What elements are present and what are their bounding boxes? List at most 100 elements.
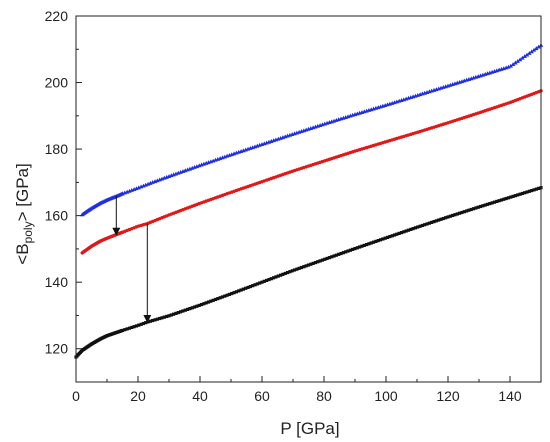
data-point-black-square [165, 314, 169, 319]
data-point-black-square [255, 282, 259, 286]
data-point-black-square [404, 229, 408, 233]
data-point-black-square [304, 264, 308, 268]
y-axis-label: <Bpoly> [GPa] [13, 163, 35, 264]
data-point-black-square [195, 304, 199, 308]
data-point-black-square [311, 261, 315, 265]
data-point-black-square [348, 248, 352, 252]
data-point-black-square [513, 194, 518, 198]
data-point-black-square [402, 230, 406, 234]
data-point-black-square [334, 253, 338, 257]
data-point-black-square [325, 256, 329, 261]
y-axis-label-suffix: > [GPa] [13, 163, 32, 221]
data-point-blue-triangle [508, 63, 513, 68]
data-point-black-square [383, 236, 387, 240]
data-point-black-square [190, 306, 194, 310]
data-point-black-square [483, 203, 487, 207]
data-point-black-square [411, 227, 415, 231]
data-point-black-square [455, 212, 459, 216]
x-tick-label: 20 [130, 388, 146, 404]
data-point-black-square [320, 258, 325, 262]
data-point-black-square [418, 224, 422, 228]
x-tick-label: 0 [72, 388, 80, 404]
data-point-black-square [434, 219, 438, 223]
data-point-black-square [381, 237, 385, 241]
data-point-black-square [478, 204, 483, 209]
data-point-black-square [327, 256, 332, 260]
data-point-black-square [437, 218, 441, 222]
data-point-black-square [534, 187, 538, 191]
data-point-black-square [181, 309, 185, 313]
data-point-black-square [504, 196, 508, 201]
data-point-blue-triangle [506, 64, 511, 69]
data-point-black-square [367, 242, 371, 246]
data-point-black-square [376, 238, 380, 243]
data-point-black-square [172, 312, 176, 316]
data-point-black-square [262, 279, 266, 283]
data-point-black-square [174, 311, 178, 315]
data-point-black-square [216, 297, 220, 301]
data-point-black-square [362, 243, 366, 247]
data-point-black-square [532, 188, 536, 192]
data-point-black-square [506, 196, 511, 200]
data-point-black-square [276, 274, 280, 278]
data-point-blue-triangle [513, 60, 518, 65]
data-point-black-square [309, 262, 313, 266]
data-point-blue-triangle [510, 62, 516, 67]
data-point-black-square [206, 300, 211, 304]
data-point-black-square [481, 204, 485, 208]
data-point-black-square [520, 191, 524, 196]
data-point-black-square [299, 265, 304, 270]
data-point-black-square [306, 263, 311, 267]
data-point-black-square [302, 265, 306, 269]
plot-area [74, 42, 544, 359]
data-point-black-square [183, 308, 187, 312]
data-point-black-square [395, 232, 399, 236]
data-point-black-square [397, 231, 401, 236]
data-point-black-square [130, 325, 134, 330]
x-tick-label: 140 [498, 388, 522, 404]
data-point-black-square [230, 291, 234, 296]
data-point-black-square [239, 288, 243, 292]
x-axis-label: P [GPa] [280, 419, 339, 438]
data-point-blue-triangle [534, 46, 539, 51]
data-point-black-square [283, 271, 287, 276]
data-point-black-square [339, 251, 343, 256]
data-point-black-square [186, 307, 190, 311]
data-point-black-square [141, 321, 146, 326]
data-point-black-square [369, 241, 373, 245]
data-point-black-square [523, 191, 527, 195]
data-point-black-square [204, 301, 208, 305]
data-point-black-square [374, 239, 378, 243]
data-point-black-square [430, 220, 434, 224]
data-point-black-square [167, 314, 171, 318]
x-tick-label: 120 [436, 388, 460, 404]
y-tick-label: 120 [45, 341, 69, 357]
data-point-black-square [297, 266, 301, 270]
data-point-black-square [372, 240, 376, 244]
data-point-blue-triangle [529, 49, 534, 54]
data-point-black-square [525, 190, 529, 194]
data-point-black-square [451, 213, 455, 218]
data-point-black-square [155, 317, 159, 321]
data-point-black-square [499, 198, 504, 202]
y-tick-label: 160 [45, 208, 69, 224]
data-point-black-square [279, 273, 283, 277]
data-point-black-square [162, 315, 166, 319]
data-point-black-square [244, 286, 248, 290]
y-axis-label-prefix: <B [13, 243, 32, 264]
data-point-black-square [158, 316, 162, 321]
series-black [74, 186, 543, 359]
data-point-black-square [355, 246, 359, 250]
axes: 0 20 40 60 80 100 120 140 120 140 160 180 200 220 [45, 8, 542, 404]
data-point-blue-triangle [517, 57, 523, 62]
data-point-blue-triangle [522, 54, 527, 59]
data-point-black-square [425, 222, 429, 226]
data-point-black-square [274, 275, 278, 279]
data-point-black-square [223, 294, 227, 298]
data-point-black-square [199, 302, 204, 307]
data-point-black-square [392, 233, 397, 237]
data-point-black-square [351, 247, 355, 251]
data-point-black-square [518, 192, 522, 196]
data-point-black-square [344, 250, 348, 254]
